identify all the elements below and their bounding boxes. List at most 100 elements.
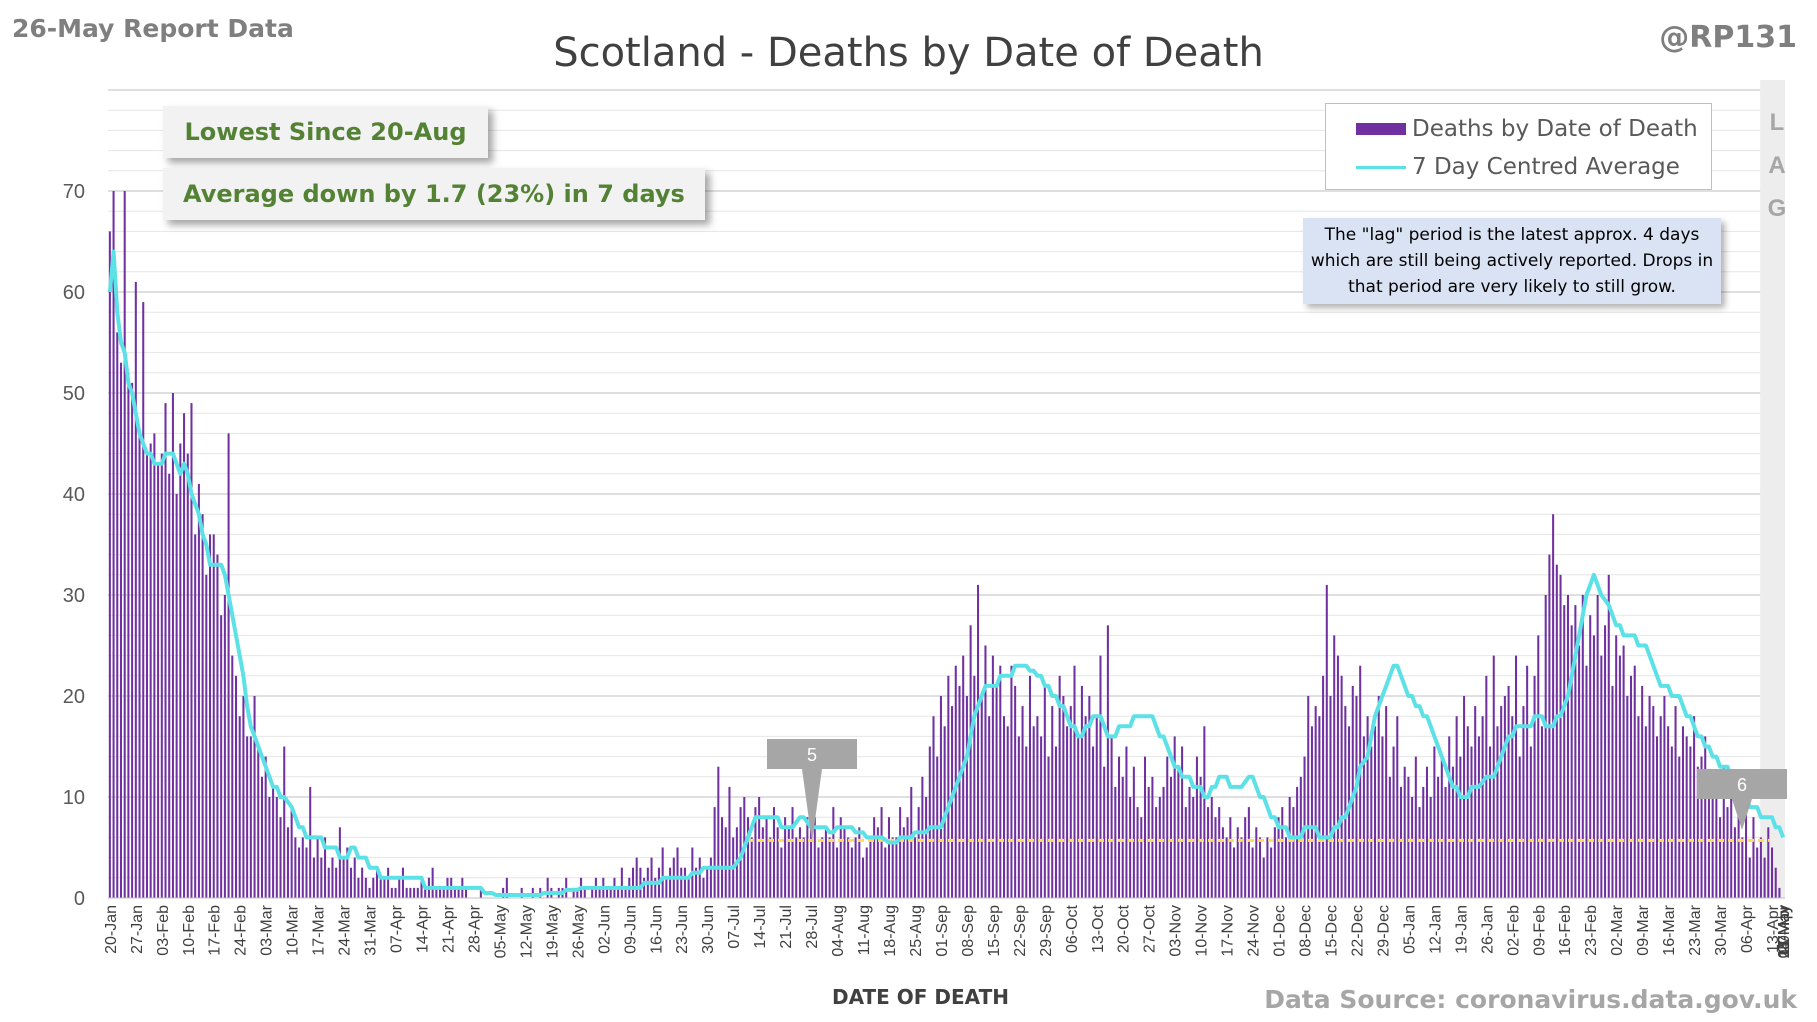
bar <box>969 625 972 898</box>
bar <box>286 827 289 898</box>
bar <box>405 887 408 898</box>
bar <box>1281 807 1284 898</box>
bar <box>383 877 386 898</box>
bar <box>361 867 364 898</box>
bar <box>1503 696 1506 898</box>
bar <box>869 837 872 898</box>
bar <box>387 867 390 898</box>
bar <box>665 877 668 898</box>
x-tick-label: 01-Sep <box>934 905 951 957</box>
bar <box>1203 726 1206 898</box>
bar <box>1121 776 1124 898</box>
bar <box>171 393 174 898</box>
bar <box>962 655 965 898</box>
bar <box>798 827 801 898</box>
bar <box>1726 807 1729 898</box>
x-tick-label: 17-Nov <box>1220 905 1237 957</box>
bar <box>1459 756 1462 898</box>
x-tick-label: 03-Feb <box>155 905 172 956</box>
bar <box>1774 867 1777 898</box>
bar <box>1129 797 1132 898</box>
bar <box>1767 827 1770 898</box>
bar <box>275 797 278 898</box>
bar <box>1054 746 1057 898</box>
bar <box>1474 706 1477 898</box>
lag-period-shade <box>1760 80 1785 898</box>
bar <box>1707 786 1710 898</box>
bar <box>847 837 850 898</box>
bar <box>1199 776 1202 898</box>
bar <box>1626 696 1629 898</box>
bar <box>865 847 868 898</box>
bar <box>264 756 267 898</box>
bar <box>238 716 241 898</box>
bar <box>1366 716 1369 898</box>
bar <box>784 817 787 898</box>
bar <box>197 483 200 898</box>
bar <box>980 696 983 898</box>
bar <box>479 887 482 898</box>
bar <box>253 696 256 898</box>
bar <box>839 817 842 898</box>
x-tick-label: 23-Feb <box>1583 905 1600 956</box>
bar <box>279 817 282 898</box>
bar <box>1002 716 1006 898</box>
bar <box>205 574 208 898</box>
bar <box>145 453 148 898</box>
bar <box>728 786 731 898</box>
x-tick-label: 06-Apr <box>1739 904 1756 953</box>
bar <box>1080 685 1083 898</box>
bar <box>1440 756 1443 898</box>
bar <box>999 665 1002 898</box>
x-tick-label: 19-May <box>544 905 561 958</box>
x-tick-label: 28-Apr <box>466 904 483 953</box>
x-axis-title: DATE OF DEATH <box>832 985 1009 1009</box>
bar <box>1670 746 1673 898</box>
bar <box>1759 837 1762 898</box>
bar <box>1077 736 1080 898</box>
bar <box>1741 837 1744 898</box>
callout-average-change: Average down by 1.7 (23%) in 7 days <box>163 168 705 220</box>
bar <box>973 675 976 898</box>
bar <box>583 887 586 898</box>
x-tick-label: 20-Oct <box>1116 904 1133 953</box>
bar <box>1362 736 1365 898</box>
bar <box>1763 857 1766 898</box>
bar <box>257 746 260 898</box>
x-tick-label: 02-Feb <box>1505 905 1522 956</box>
bar <box>713 807 716 898</box>
x-tick-label: 27-Oct <box>1142 904 1159 953</box>
bar <box>183 413 186 898</box>
legend-bar-swatch <box>1356 123 1406 135</box>
bar <box>1596 595 1599 898</box>
bar <box>780 847 783 898</box>
bar <box>1756 847 1759 898</box>
x-tick-label: 24-Mar <box>337 904 354 955</box>
bar <box>216 554 219 898</box>
bar <box>887 817 891 898</box>
bar <box>338 827 341 898</box>
bar <box>1611 685 1614 898</box>
bar <box>576 887 579 898</box>
x-tick-label: 13-Oct <box>1090 904 1107 953</box>
bar <box>1637 716 1640 898</box>
bar <box>209 534 212 898</box>
bar <box>149 443 152 898</box>
bar <box>772 807 775 898</box>
bar <box>1236 827 1239 898</box>
x-tick-label: 02-Jun <box>596 905 613 954</box>
bar <box>327 867 330 898</box>
bar <box>1722 766 1725 898</box>
bar <box>1748 857 1751 898</box>
bar <box>873 817 876 898</box>
bar <box>357 877 360 898</box>
bar <box>1399 786 1403 898</box>
x-tick-label: 15-Sep <box>986 905 1003 957</box>
x-tick-label: 23-Mar <box>1687 904 1704 955</box>
x-tick-label: 09-Mar <box>1635 904 1652 955</box>
x-tick-label: 06-Oct <box>1064 904 1081 953</box>
bar <box>1674 706 1677 898</box>
bar <box>1181 746 1184 898</box>
bar <box>1136 807 1139 898</box>
bar <box>160 453 163 898</box>
